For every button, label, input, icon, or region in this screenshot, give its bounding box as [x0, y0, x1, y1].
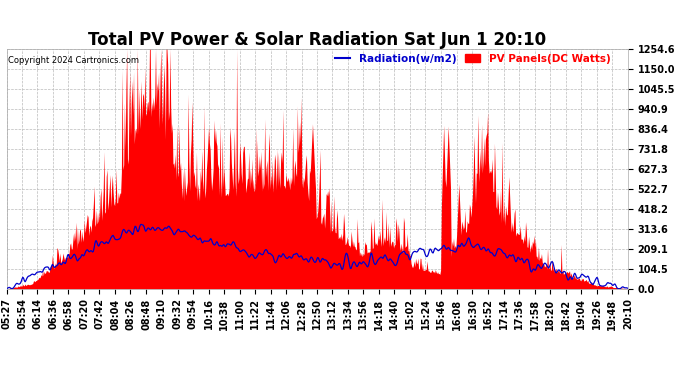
Title: Total PV Power & Solar Radiation Sat Jun 1 20:10: Total PV Power & Solar Radiation Sat Jun…: [88, 31, 546, 49]
Text: Copyright 2024 Cartronics.com: Copyright 2024 Cartronics.com: [8, 56, 139, 65]
Legend: Radiation(w/m2), PV Panels(DC Watts): Radiation(w/m2), PV Panels(DC Watts): [335, 54, 610, 64]
